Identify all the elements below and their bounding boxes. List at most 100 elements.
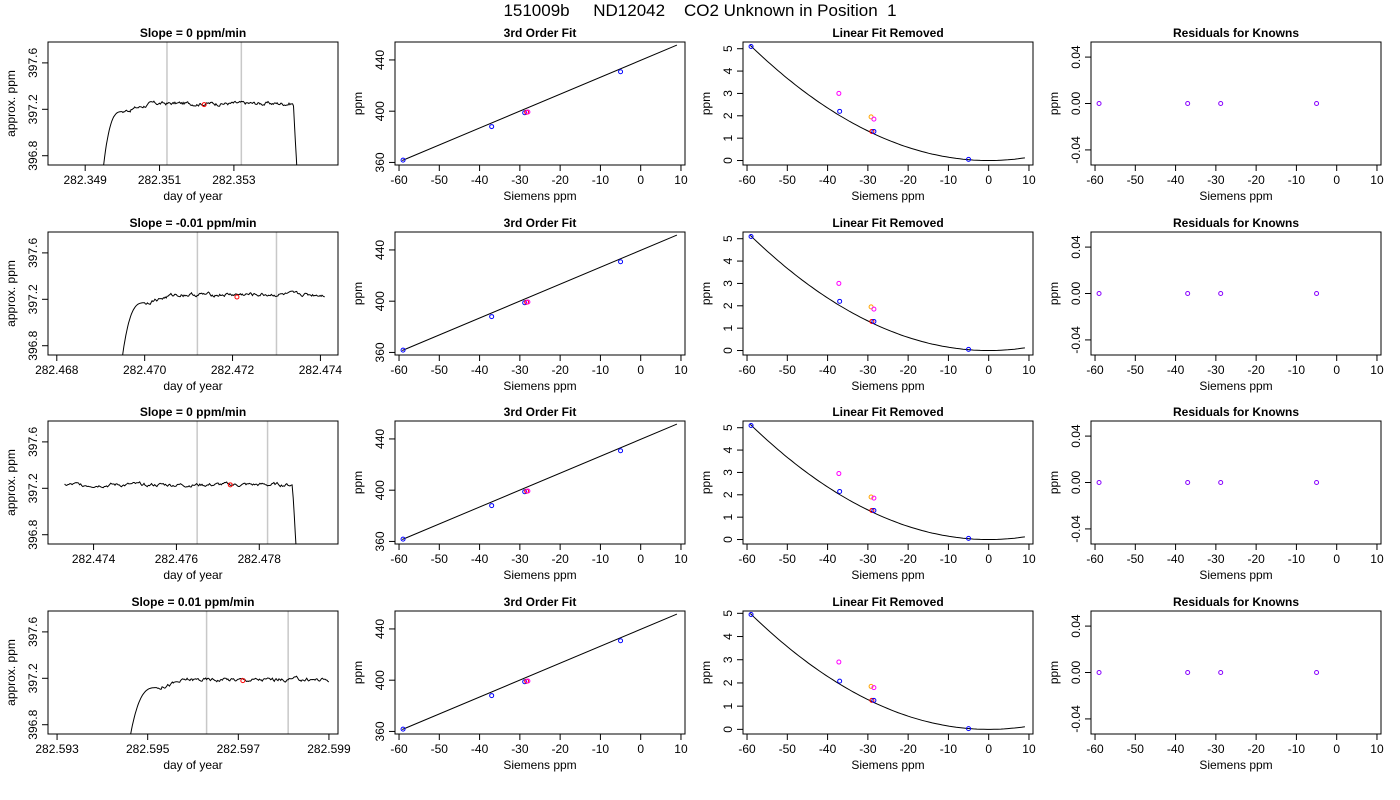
x-tick-label: 0 xyxy=(985,742,992,756)
y-tick-label: 0.00 xyxy=(1069,470,1083,494)
data-point xyxy=(869,128,875,134)
x-tick-label: -50 xyxy=(431,173,449,187)
fit-curve xyxy=(749,613,1025,730)
x-tick-label: -40 xyxy=(819,363,837,377)
x-tick-label: -20 xyxy=(1247,552,1265,566)
panel-title: Residuals for Knowns xyxy=(1173,216,1299,230)
y-tick-label: 360 xyxy=(373,721,387,741)
x-tick-label: -30 xyxy=(859,363,877,377)
data-point xyxy=(522,110,528,116)
data-point xyxy=(836,280,842,286)
fit-line xyxy=(402,613,678,730)
x-axis-label: Siemens ppm xyxy=(1199,758,1272,772)
y-tick-label: 3 xyxy=(721,90,735,97)
x-tick-label: -10 xyxy=(592,363,610,377)
data-point xyxy=(836,471,842,477)
plot-area xyxy=(748,422,1025,541)
y-tick-label: 0.00 xyxy=(1069,91,1083,115)
data-point xyxy=(1185,670,1191,675)
panel-r2-c4: Residuals for Knowns Siemens ppm ppm -60 -50… xyxy=(1047,216,1384,393)
data-point xyxy=(400,536,406,542)
panel-r4-c3: Linear Fit Removed Siemens ppm ppm -60 -50 -4… xyxy=(699,595,1036,772)
x-tick-label: 10 xyxy=(1370,173,1384,187)
panel-title: Linear Fit Removed xyxy=(832,405,943,419)
x-axis-label: Siemens ppm xyxy=(503,189,576,203)
y-tick-label: 400 xyxy=(373,101,387,121)
x-tick-label: -10 xyxy=(940,552,958,566)
x-tick-label: -60 xyxy=(738,173,756,187)
y-axis-label: ppm xyxy=(699,661,713,684)
data-point xyxy=(966,156,972,162)
data-point xyxy=(966,346,972,352)
x-tick-label: 10 xyxy=(1370,363,1384,377)
x-tick-label: 10 xyxy=(1022,363,1036,377)
data-point xyxy=(1096,291,1102,296)
y-tick-label: 397.2 xyxy=(26,663,40,693)
x-tick-label: 282.351 xyxy=(138,173,182,187)
co2-trace xyxy=(130,675,330,734)
x-tick-label: 0 xyxy=(1333,552,1340,566)
x-tick-label: -30 xyxy=(511,363,529,377)
x-tick-label: -40 xyxy=(471,742,489,756)
x-tick-label: -40 xyxy=(1167,363,1185,377)
data-point xyxy=(869,318,875,324)
y-tick-label: 5 xyxy=(721,235,735,242)
panel-title: Slope = 0.01 ppm/min xyxy=(131,595,254,609)
x-tick-label: -40 xyxy=(819,742,837,756)
x-tick-label: -60 xyxy=(390,173,408,187)
y-tick-label: 2 xyxy=(721,302,735,309)
data-point xyxy=(1314,101,1320,106)
x-axis-label: day of year xyxy=(163,568,222,582)
plot-area xyxy=(1096,291,1320,296)
x-tick-label: -30 xyxy=(859,552,877,566)
mean-point xyxy=(201,102,207,108)
panel-r1-c4: Residuals for Knowns Siemens ppm ppm -60 -50… xyxy=(1047,26,1384,203)
y-tick-label: 440 xyxy=(373,50,387,70)
data-point xyxy=(1185,291,1191,296)
data-point xyxy=(868,494,874,500)
figure-title: 151009b ND12042 CO2 Unknown in Position … xyxy=(503,1,897,20)
x-tick-label: -20 xyxy=(1247,742,1265,756)
x-tick-label: -20 xyxy=(1247,173,1265,187)
x-tick-label: -20 xyxy=(899,363,917,377)
x-tick-label: 10 xyxy=(674,552,688,566)
x-tick-label: -30 xyxy=(511,173,529,187)
panel-title: Slope = -0.01 ppm/min xyxy=(129,216,256,230)
panel-title: Slope = 0 ppm/min xyxy=(140,26,246,40)
x-tick-label: -20 xyxy=(551,173,569,187)
co2-trace xyxy=(103,100,298,165)
x-tick-label: -50 xyxy=(779,363,797,377)
panel-r3-c1: Slope = 0 ppm/min day of year approx. ppm 2… xyxy=(4,405,339,582)
y-tick-label: 0.04 xyxy=(1069,424,1083,448)
y-axis-label: ppm xyxy=(351,661,365,684)
x-tick-label: -30 xyxy=(1207,552,1225,566)
data-point xyxy=(400,726,406,732)
data-point xyxy=(871,116,877,122)
x-tick-label: 282.468 xyxy=(35,363,79,377)
x-tick-label: -30 xyxy=(859,742,877,756)
x-tick-label: 10 xyxy=(1022,173,1036,187)
x-tick-label: -50 xyxy=(1127,552,1145,566)
plot-frame xyxy=(1090,231,1382,356)
data-point xyxy=(837,298,843,304)
x-tick-label: 282.472 xyxy=(211,363,255,377)
x-tick-label: -60 xyxy=(390,363,408,377)
y-tick-label: -0.04 xyxy=(1069,326,1083,354)
data-point xyxy=(522,679,528,685)
data-point xyxy=(966,535,972,541)
plot-area xyxy=(130,611,330,734)
x-tick-label: -20 xyxy=(899,173,917,187)
data-point xyxy=(618,69,624,75)
y-tick-label: 360 xyxy=(373,152,387,172)
x-tick-label: -10 xyxy=(1288,363,1306,377)
x-tick-label: -30 xyxy=(1207,363,1225,377)
y-tick-label: 0.04 xyxy=(1069,45,1083,69)
x-tick-label: 0 xyxy=(1333,742,1340,756)
fit-curve xyxy=(749,235,1025,351)
panel-r4-c2: 3rd Order Fit Siemens ppm ppm -60 -50 -40 -30 -… xyxy=(351,595,688,772)
y-tick-label: 397.2 xyxy=(26,94,40,124)
fit-line xyxy=(402,423,678,540)
y-tick-label: 5 xyxy=(721,45,735,52)
x-axis-label: day of year xyxy=(163,189,222,203)
